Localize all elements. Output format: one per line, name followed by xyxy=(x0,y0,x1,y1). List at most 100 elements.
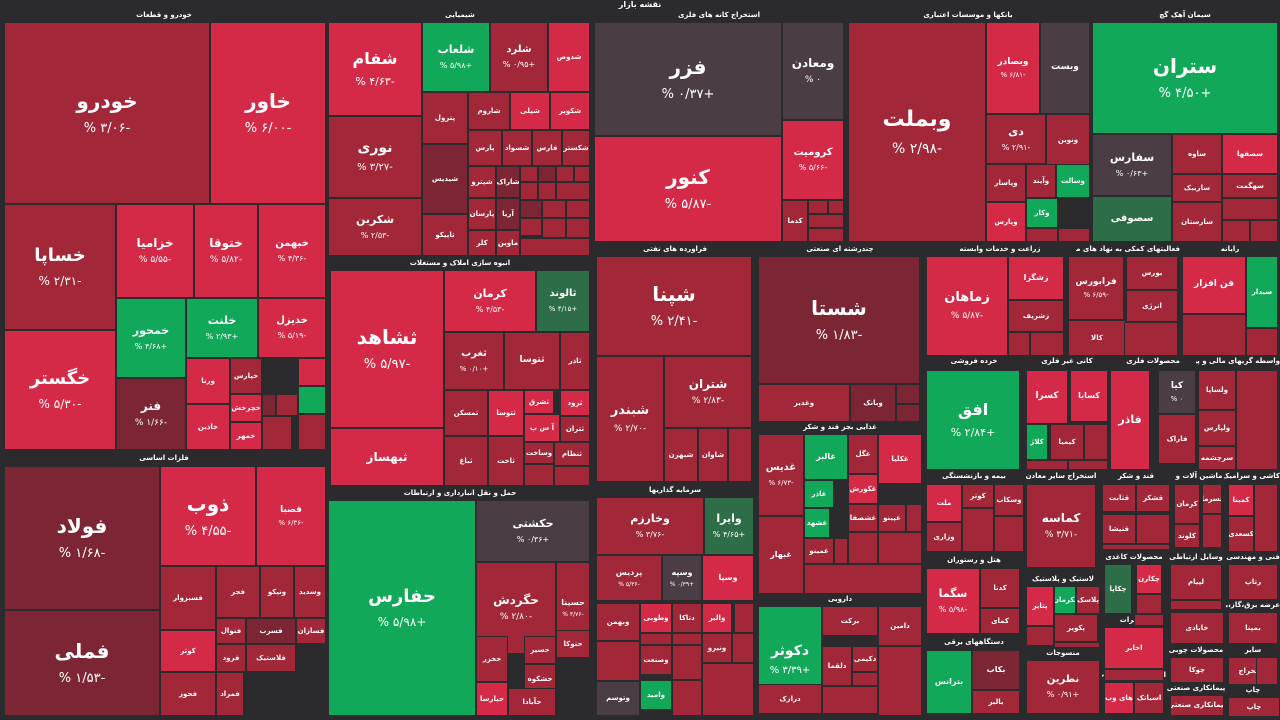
symbol-tile[interactable]: وپاسار xyxy=(986,164,1026,202)
symbol-tile[interactable]: درازک xyxy=(758,684,822,714)
minor-symbol-tile[interactable] xyxy=(1008,332,1030,356)
symbol-tile[interactable]: زشگزا xyxy=(1008,256,1064,300)
minor-symbol-tile[interactable] xyxy=(556,182,590,200)
minor-symbol-tile[interactable] xyxy=(566,218,590,238)
symbol-tile[interactable]: شستا -۱/۸۳ % xyxy=(758,256,920,384)
symbol-tile[interactable]: ثبهساز xyxy=(330,428,444,486)
symbol-tile[interactable]: فزر +۰/۳۷ % xyxy=(594,22,782,136)
symbol-tile[interactable]: قشکر xyxy=(1136,484,1170,512)
symbol-tile[interactable]: پکرمان xyxy=(1054,586,1076,614)
symbol-tile[interactable]: خلنت +۲/۹۳ % xyxy=(186,298,258,358)
minor-symbol-tile[interactable] xyxy=(520,166,538,182)
symbol-tile[interactable]: حپارسا xyxy=(476,682,508,716)
minor-symbol-tile[interactable] xyxy=(828,200,844,214)
symbol-tile[interactable]: وساخت xyxy=(524,442,554,464)
symbol-tile[interactable]: ذوب -۴/۵۵ % xyxy=(160,466,256,566)
minor-symbol-tile[interactable] xyxy=(878,532,922,564)
symbol-tile[interactable]: دی -۲/۹۱ % xyxy=(986,114,1046,164)
symbol-tile[interactable]: ثمسکن xyxy=(444,390,488,436)
symbol-tile[interactable]: غشصفا xyxy=(848,504,878,532)
symbol-tile[interactable]: ولساپا xyxy=(1198,370,1236,410)
symbol-tile[interactable]: وسپا xyxy=(702,555,754,601)
minor-symbol-tile[interactable] xyxy=(1222,198,1278,220)
symbol-tile[interactable]: ولپارس xyxy=(1198,410,1236,446)
symbol-tile[interactable]: خپارس xyxy=(230,358,262,394)
symbol-tile[interactable]: وایرا +۴/۶۵ % xyxy=(704,497,754,555)
symbol-tile[interactable]: شاوان xyxy=(698,428,728,482)
symbol-tile[interactable]: خابادی xyxy=(1170,612,1224,644)
symbol-tile[interactable]: فسازان xyxy=(296,618,326,644)
symbol-tile[interactable]: خبهمن -۴/۳۶ % xyxy=(258,204,326,298)
symbol-tile[interactable]: وطوبی xyxy=(640,603,672,633)
minor-symbol-tile[interactable] xyxy=(1068,460,1108,470)
symbol-tile[interactable]: شاراک xyxy=(496,166,520,198)
minor-symbol-tile[interactable] xyxy=(554,466,590,486)
symbol-tile[interactable]: دلقما xyxy=(822,646,852,686)
minor-symbol-tile[interactable] xyxy=(848,532,878,564)
symbol-tile[interactable]: وزاری xyxy=(926,522,962,552)
symbol-tile[interactable]: سصوفی xyxy=(1092,196,1172,242)
symbol-tile[interactable]: انرژی xyxy=(1126,290,1178,322)
symbol-tile[interactable]: پارسان xyxy=(468,198,496,230)
symbol-tile[interactable]: غشهد xyxy=(804,508,830,538)
symbol-tile[interactable]: ثرود xyxy=(560,390,590,416)
minor-symbol-tile[interactable] xyxy=(878,646,922,716)
minor-symbol-tile[interactable] xyxy=(808,214,844,228)
symbol-tile[interactable]: کسرا xyxy=(1026,370,1068,424)
symbol-tile[interactable]: پتایر xyxy=(1026,586,1054,626)
symbol-tile[interactable]: غاذر xyxy=(804,480,834,508)
symbol-tile[interactable]: حفارس +۵/۹۸ % xyxy=(328,500,476,716)
minor-symbol-tile[interactable] xyxy=(906,504,922,532)
symbol-tile[interactable]: پکویر xyxy=(1054,614,1098,642)
symbol-tile[interactable]: پردیس -۵/۳۶ % xyxy=(596,555,662,601)
symbol-tile[interactable]: وصنعت xyxy=(640,645,672,675)
minor-symbol-tile[interactable] xyxy=(1124,322,1178,356)
symbol-tile[interactable]: فخوز xyxy=(160,672,216,716)
symbol-tile[interactable]: تاپیکو xyxy=(422,214,468,256)
symbol-tile[interactable]: خاور -۶/۰۰ % xyxy=(210,22,326,204)
minor-symbol-tile[interactable] xyxy=(808,228,844,242)
symbol-tile[interactable]: سگما -۵/۹۸ % xyxy=(926,568,980,634)
symbol-tile[interactable]: فاذر xyxy=(1110,370,1150,470)
symbol-tile[interactable]: خمهر xyxy=(230,422,262,450)
symbol-tile[interactable]: قثابت xyxy=(1102,484,1136,512)
symbol-tile[interactable]: وکار xyxy=(1026,198,1058,228)
minor-symbol-tile[interactable] xyxy=(1136,514,1170,544)
symbol-tile[interactable]: ملت xyxy=(926,484,962,522)
symbol-tile[interactable]: حکشتی +۰/۳۶ % xyxy=(476,500,590,562)
symbol-tile[interactable]: بکاب xyxy=(972,650,1020,690)
symbol-tile[interactable]: غمینو xyxy=(804,538,834,564)
symbol-tile[interactable]: وبصادر -۶/۸۱ % xyxy=(986,22,1040,114)
symbol-tile[interactable]: آ س پ xyxy=(524,414,560,442)
symbol-tile[interactable]: شلعاب +۵/۹۸ % xyxy=(422,22,490,92)
minor-symbol-tile[interactable] xyxy=(1084,424,1108,460)
symbol-tile[interactable]: ختوقا -۵/۸۲ % xyxy=(194,204,258,298)
symbol-tile[interactable]: فنر -۱/۶۶ % xyxy=(116,378,186,450)
symbol-tile[interactable]: وتوسم xyxy=(596,681,640,716)
symbol-tile[interactable]: کدنا xyxy=(980,568,1020,608)
minor-symbol-tile[interactable] xyxy=(834,538,848,564)
symbol-tile[interactable]: ثباغ xyxy=(444,436,488,486)
symbol-tile[interactable]: وآیند xyxy=(1026,164,1056,198)
symbol-tile[interactable]: ونیرو xyxy=(702,633,732,663)
symbol-tile[interactable]: ثتوسا xyxy=(488,390,524,436)
symbol-tile[interactable]: وغدیر xyxy=(758,384,850,422)
minor-symbol-tile[interactable] xyxy=(262,394,276,416)
symbol-tile[interactable]: پارس xyxy=(468,130,502,166)
symbol-tile[interactable]: کنور -۵/۸۷ % xyxy=(594,136,782,242)
symbol-tile[interactable]: اخابر xyxy=(1104,627,1164,669)
minor-symbol-tile[interactable] xyxy=(538,182,556,200)
minor-symbol-tile[interactable] xyxy=(276,394,298,416)
symbol-tile[interactable]: اسیاتک xyxy=(1134,682,1164,714)
minor-symbol-tile[interactable] xyxy=(1246,328,1278,356)
symbol-tile[interactable]: ماوین xyxy=(496,230,520,256)
minor-symbol-tile[interactable] xyxy=(672,680,702,716)
minor-symbol-tile[interactable] xyxy=(1202,514,1222,548)
symbol-tile[interactable]: چوکا xyxy=(1170,657,1224,683)
symbol-tile[interactable]: شفام -۴/۶۳ % xyxy=(328,22,422,116)
minor-symbol-tile[interactable] xyxy=(298,414,326,450)
symbol-tile[interactable]: فنوال xyxy=(216,618,246,644)
symbol-tile[interactable]: ستران +۴/۵۰ % xyxy=(1092,22,1278,134)
symbol-tile[interactable]: پلاسک xyxy=(1076,586,1100,614)
symbol-tile[interactable]: شسواد xyxy=(502,130,532,166)
